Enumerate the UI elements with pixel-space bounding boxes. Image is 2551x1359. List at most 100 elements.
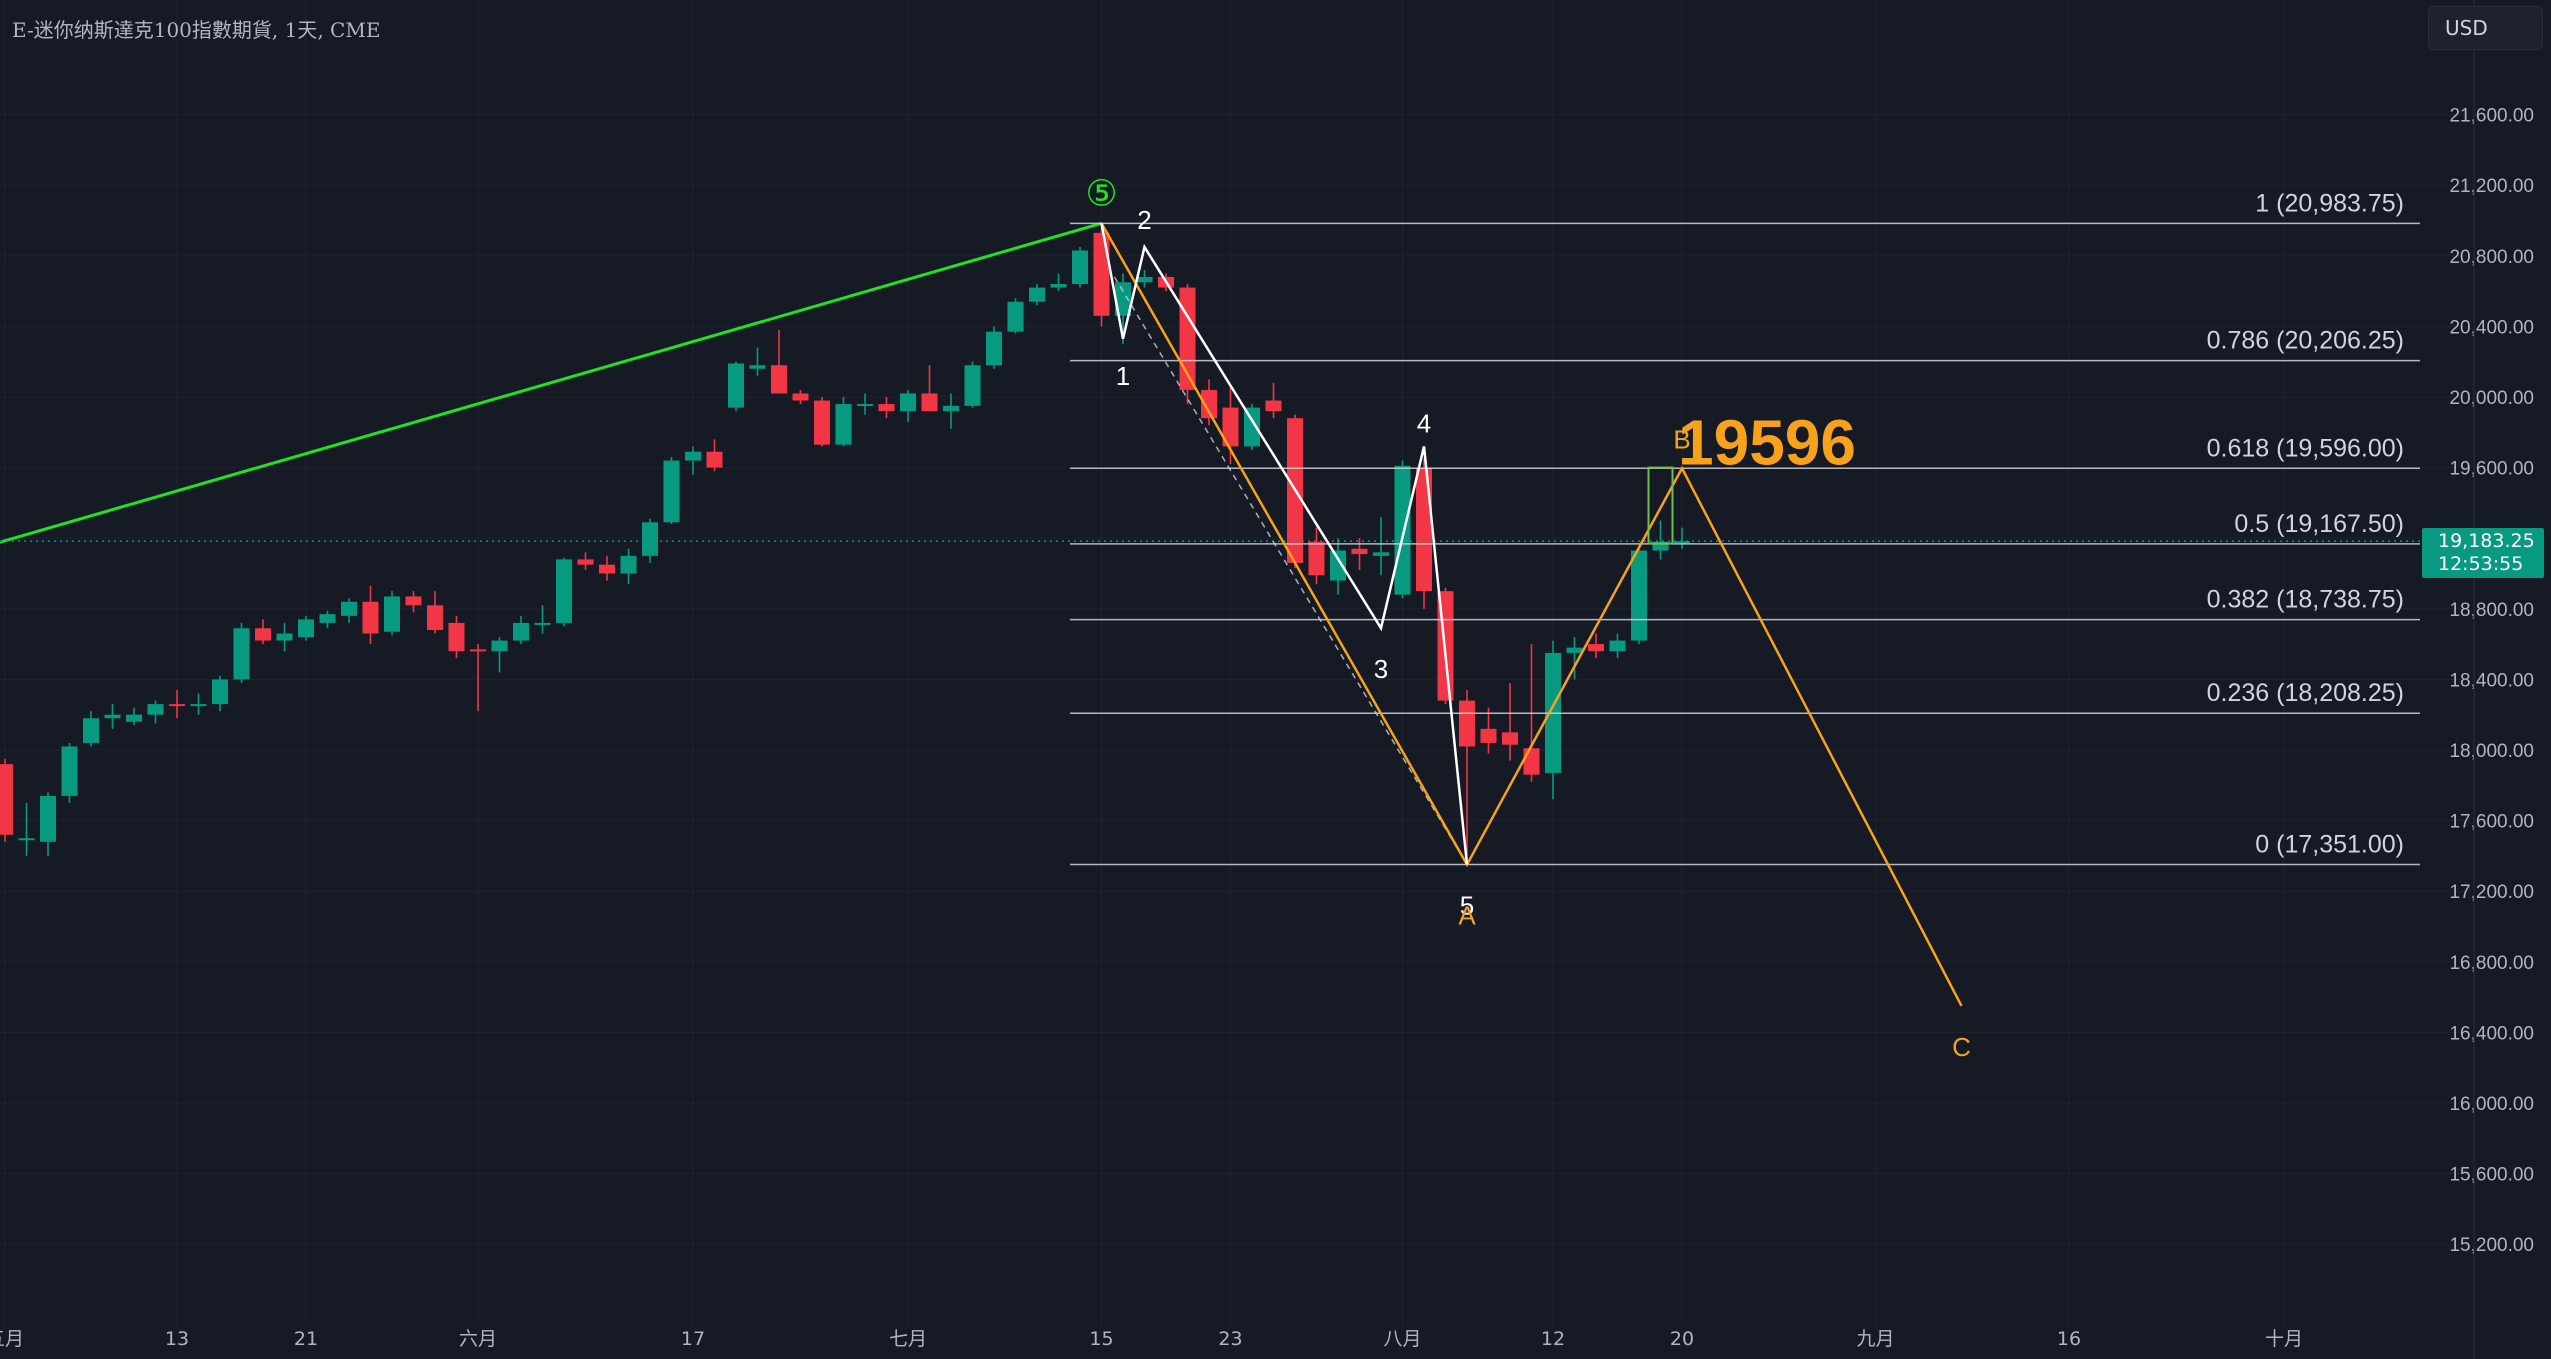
- candle: [599, 555, 615, 581]
- candle: [1265, 382, 1282, 419]
- candle-body: [1029, 287, 1045, 302]
- candle-body: [1201, 389, 1217, 419]
- candle-body: [513, 622, 529, 641]
- candle-body: [900, 393, 916, 412]
- candle-body: [190, 704, 207, 707]
- candle: [878, 397, 895, 419]
- candle: [1631, 545, 1647, 645]
- candle-body: [814, 400, 830, 445]
- candle-body: [620, 555, 637, 574]
- x-tick-label: 21: [294, 1328, 318, 1350]
- impulse-wave-line: [1100, 223, 1469, 865]
- candle: [577, 552, 594, 570]
- x-tick-label: 八月: [1383, 1328, 1421, 1350]
- candle-body: [921, 393, 938, 412]
- current-price-tag: 19,183.25 12:53:55: [2422, 528, 2544, 578]
- candle: [792, 389, 809, 405]
- x-tick-label: 五月: [0, 1328, 24, 1350]
- impulse-wave-label: 1: [1116, 361, 1130, 391]
- abc-wave-line: [1100, 222, 1963, 1007]
- candle: [685, 446, 701, 475]
- candle-body: [427, 605, 443, 630]
- candle: [1050, 273, 1067, 292]
- candle: [1007, 298, 1024, 334]
- trendline: [0, 221, 1102, 544]
- candle: [212, 675, 228, 712]
- candle-body: [599, 564, 615, 574]
- candle: [233, 622, 250, 683]
- candle-body: [685, 451, 701, 461]
- candle-body: [1072, 250, 1088, 285]
- candle: [663, 457, 680, 525]
- fib-level-label: 0.618 (19,596.00): [2207, 434, 2404, 462]
- candle-body: [18, 838, 35, 841]
- y-tick-label: 17,200.00: [2449, 882, 2534, 903]
- candle: [341, 598, 357, 623]
- fib-level-label: 0 (17,351.00): [2255, 831, 2404, 859]
- y-tick-label: 20,000.00: [2449, 388, 2534, 409]
- candle-body: [943, 405, 959, 412]
- candle-body: [61, 746, 78, 796]
- candle-body: [104, 714, 121, 719]
- currency-button[interactable]: USD: [2428, 6, 2543, 50]
- candle-body: [1523, 748, 1540, 775]
- candle: [61, 742, 78, 803]
- candle-body: [835, 404, 852, 445]
- fib-level-label: 0.5 (19,167.50): [2234, 510, 2404, 538]
- candle: [40, 792, 56, 856]
- candle: [1545, 640, 1561, 800]
- x-tick-label: 16: [2057, 1328, 2081, 1350]
- candle-body: [1244, 407, 1260, 447]
- candle: [1373, 517, 1389, 576]
- candle: [1674, 527, 1690, 549]
- candle: [964, 361, 981, 408]
- candle-body: [212, 679, 228, 705]
- candle-body: [255, 628, 271, 641]
- candle: [1136, 269, 1153, 288]
- candle: [405, 591, 422, 613]
- candle-body: [1179, 287, 1196, 390]
- candle: [1029, 284, 1045, 306]
- y-tick-label: 15,200.00: [2449, 1235, 2534, 1256]
- x-tick-label: 七月: [889, 1328, 927, 1350]
- y-tick-label: 16,800.00: [2449, 953, 2534, 974]
- candle-body: [1459, 700, 1475, 747]
- y-tick-label: 21,600.00: [2449, 106, 2534, 127]
- x-tick-label: 20: [1670, 1328, 1694, 1350]
- candle-body: [878, 404, 895, 412]
- candle-body: [1115, 282, 1131, 316]
- candle: [749, 347, 766, 376]
- candle: [1394, 460, 1411, 599]
- candle: [362, 585, 379, 645]
- candle: [943, 393, 959, 429]
- candle: [1652, 520, 1669, 560]
- candle-body: [147, 704, 164, 715]
- candle-body: [491, 640, 508, 652]
- abc-wave-label: B: [1673, 424, 1690, 454]
- candle: [319, 610, 336, 629]
- candle: [448, 615, 465, 659]
- candle-body: [986, 331, 1002, 366]
- candle-body: [1351, 548, 1368, 555]
- candle: [1588, 633, 1604, 659]
- candle-body: [728, 363, 744, 408]
- candle: [921, 365, 938, 412]
- fib-level-label: 1 (20,983.75): [2255, 189, 2404, 217]
- abc-wave-label: A: [1458, 901, 1476, 931]
- candle: [1416, 458, 1432, 609]
- candle-body: [577, 559, 594, 565]
- fib-retracement: [1070, 222, 2420, 866]
- candle-body: [1394, 465, 1411, 595]
- candle: [255, 619, 271, 645]
- candle: [835, 397, 852, 447]
- x-tick-label: 九月: [1856, 1328, 1894, 1350]
- y-tick-label: 21,200.00: [2449, 176, 2534, 197]
- candle-body: [642, 522, 658, 556]
- candle-body: [362, 601, 379, 634]
- x-tick-label: 17: [681, 1328, 705, 1350]
- x-tick-label: 23: [1218, 1328, 1242, 1350]
- candle: [491, 637, 508, 673]
- candle: [1566, 637, 1583, 680]
